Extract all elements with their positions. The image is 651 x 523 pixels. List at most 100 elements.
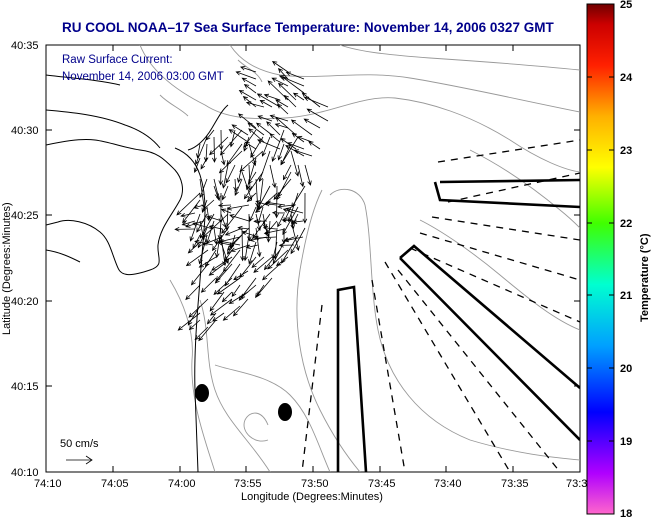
current-vector	[221, 291, 233, 303]
current-vector	[237, 113, 257, 129]
current-vector	[198, 256, 217, 268]
current-vector	[277, 213, 285, 228]
current-vector	[271, 210, 286, 216]
current-vector	[291, 185, 306, 208]
current-vector	[228, 291, 249, 304]
current-vector	[281, 76, 305, 94]
map-layer	[46, 45, 580, 472]
current-vector	[195, 136, 208, 165]
current-vector	[247, 171, 257, 185]
current-vector	[234, 178, 243, 196]
current-vector	[213, 185, 219, 199]
current-vector	[233, 178, 238, 193]
dashed-boundaries	[301, 139, 580, 472]
current-vector	[245, 244, 259, 249]
current-vector	[238, 90, 257, 101]
current-vector	[221, 206, 243, 234]
current-vector	[213, 277, 233, 296]
annotation-line-2: November 14, 2006 03:00 GMT	[62, 71, 224, 83]
current-vector	[283, 236, 304, 243]
bathymetry-contours	[139, 45, 580, 472]
current-vector	[185, 249, 209, 267]
current-vector	[200, 157, 208, 170]
current-vector	[217, 203, 232, 208]
current-vector	[193, 204, 205, 209]
current-vector	[262, 225, 277, 231]
x-tick-label: 73:45	[368, 478, 396, 490]
current-vector	[297, 164, 305, 188]
current-vector	[303, 96, 329, 108]
current-vector	[303, 118, 321, 129]
current-vector	[209, 136, 229, 156]
colorbar-tick: 24	[620, 72, 633, 84]
current-vector	[253, 218, 268, 224]
current-vector	[257, 115, 273, 122]
colorbar: 25 24 23 22 21 20 19 18 Temperature (°C)	[586, 0, 651, 520]
y-tick-label: 40:30	[11, 125, 39, 137]
current-vector	[195, 143, 201, 159]
current-vector	[218, 150, 243, 174]
current-vector	[259, 99, 273, 108]
current-vector	[193, 157, 201, 174]
current-vector	[197, 227, 208, 249]
current-vector	[277, 204, 295, 209]
y-tick-label: 40:15	[11, 381, 39, 393]
current-vector	[280, 143, 292, 166]
current-vector	[215, 270, 225, 282]
current-vector	[220, 208, 232, 214]
current-vector	[209, 298, 233, 316]
current-vector	[200, 277, 217, 293]
current-vector	[220, 213, 227, 229]
colorbar-tick: 23	[620, 145, 632, 157]
current-vector	[286, 142, 305, 150]
current-vector	[255, 227, 262, 258]
current-vector	[211, 256, 233, 271]
scale-arrow	[66, 455, 93, 465]
station-marker	[278, 403, 292, 421]
coastline	[46, 74, 229, 472]
current-vector	[181, 220, 196, 226]
current-vector	[306, 108, 329, 122]
current-vector	[222, 305, 241, 321]
current-vector	[247, 122, 265, 136]
current-vector	[281, 218, 295, 223]
current-vector	[174, 226, 196, 232]
colorbar-gradient	[586, 3, 615, 515]
colorbar-tick: 22	[620, 218, 632, 230]
current-vector	[302, 192, 308, 224]
colorbar-tick: 25	[620, 0, 632, 11]
current-vector	[256, 93, 281, 108]
current-vector	[278, 82, 297, 101]
current-vector	[277, 143, 285, 161]
current-vector	[213, 227, 219, 245]
current-vector	[258, 150, 271, 183]
current-vector	[250, 136, 264, 158]
current-vector	[274, 123, 289, 129]
current-vector	[229, 214, 250, 222]
current-vector	[221, 164, 229, 189]
current-vector	[180, 212, 196, 218]
y-tick-label: 40:10	[11, 467, 39, 479]
current-vector	[243, 83, 257, 94]
y-axis: 40:35 40:30 40:25 40:20 40:15 40:10 Lati…	[1, 40, 580, 479]
current-vector	[243, 171, 264, 200]
current-vector	[208, 263, 225, 276]
current-vector	[231, 284, 241, 298]
current-vector	[203, 143, 209, 163]
plot-frame	[45, 44, 581, 473]
current-vector	[292, 92, 305, 101]
current-vector	[185, 284, 201, 301]
current-vector	[225, 164, 236, 184]
current-vector	[290, 150, 300, 177]
x-tick-label: 73:40	[434, 478, 462, 490]
current-vector	[241, 230, 259, 238]
current-vector	[255, 284, 265, 299]
current-vector	[208, 224, 223, 230]
current-vector	[271, 60, 289, 73]
x-tick-label: 73:55	[234, 478, 262, 490]
colorbar-tick: 21	[620, 290, 632, 302]
current-vector	[182, 199, 201, 224]
y-tick-label: 40:25	[11, 210, 39, 222]
current-vector	[293, 149, 313, 157]
